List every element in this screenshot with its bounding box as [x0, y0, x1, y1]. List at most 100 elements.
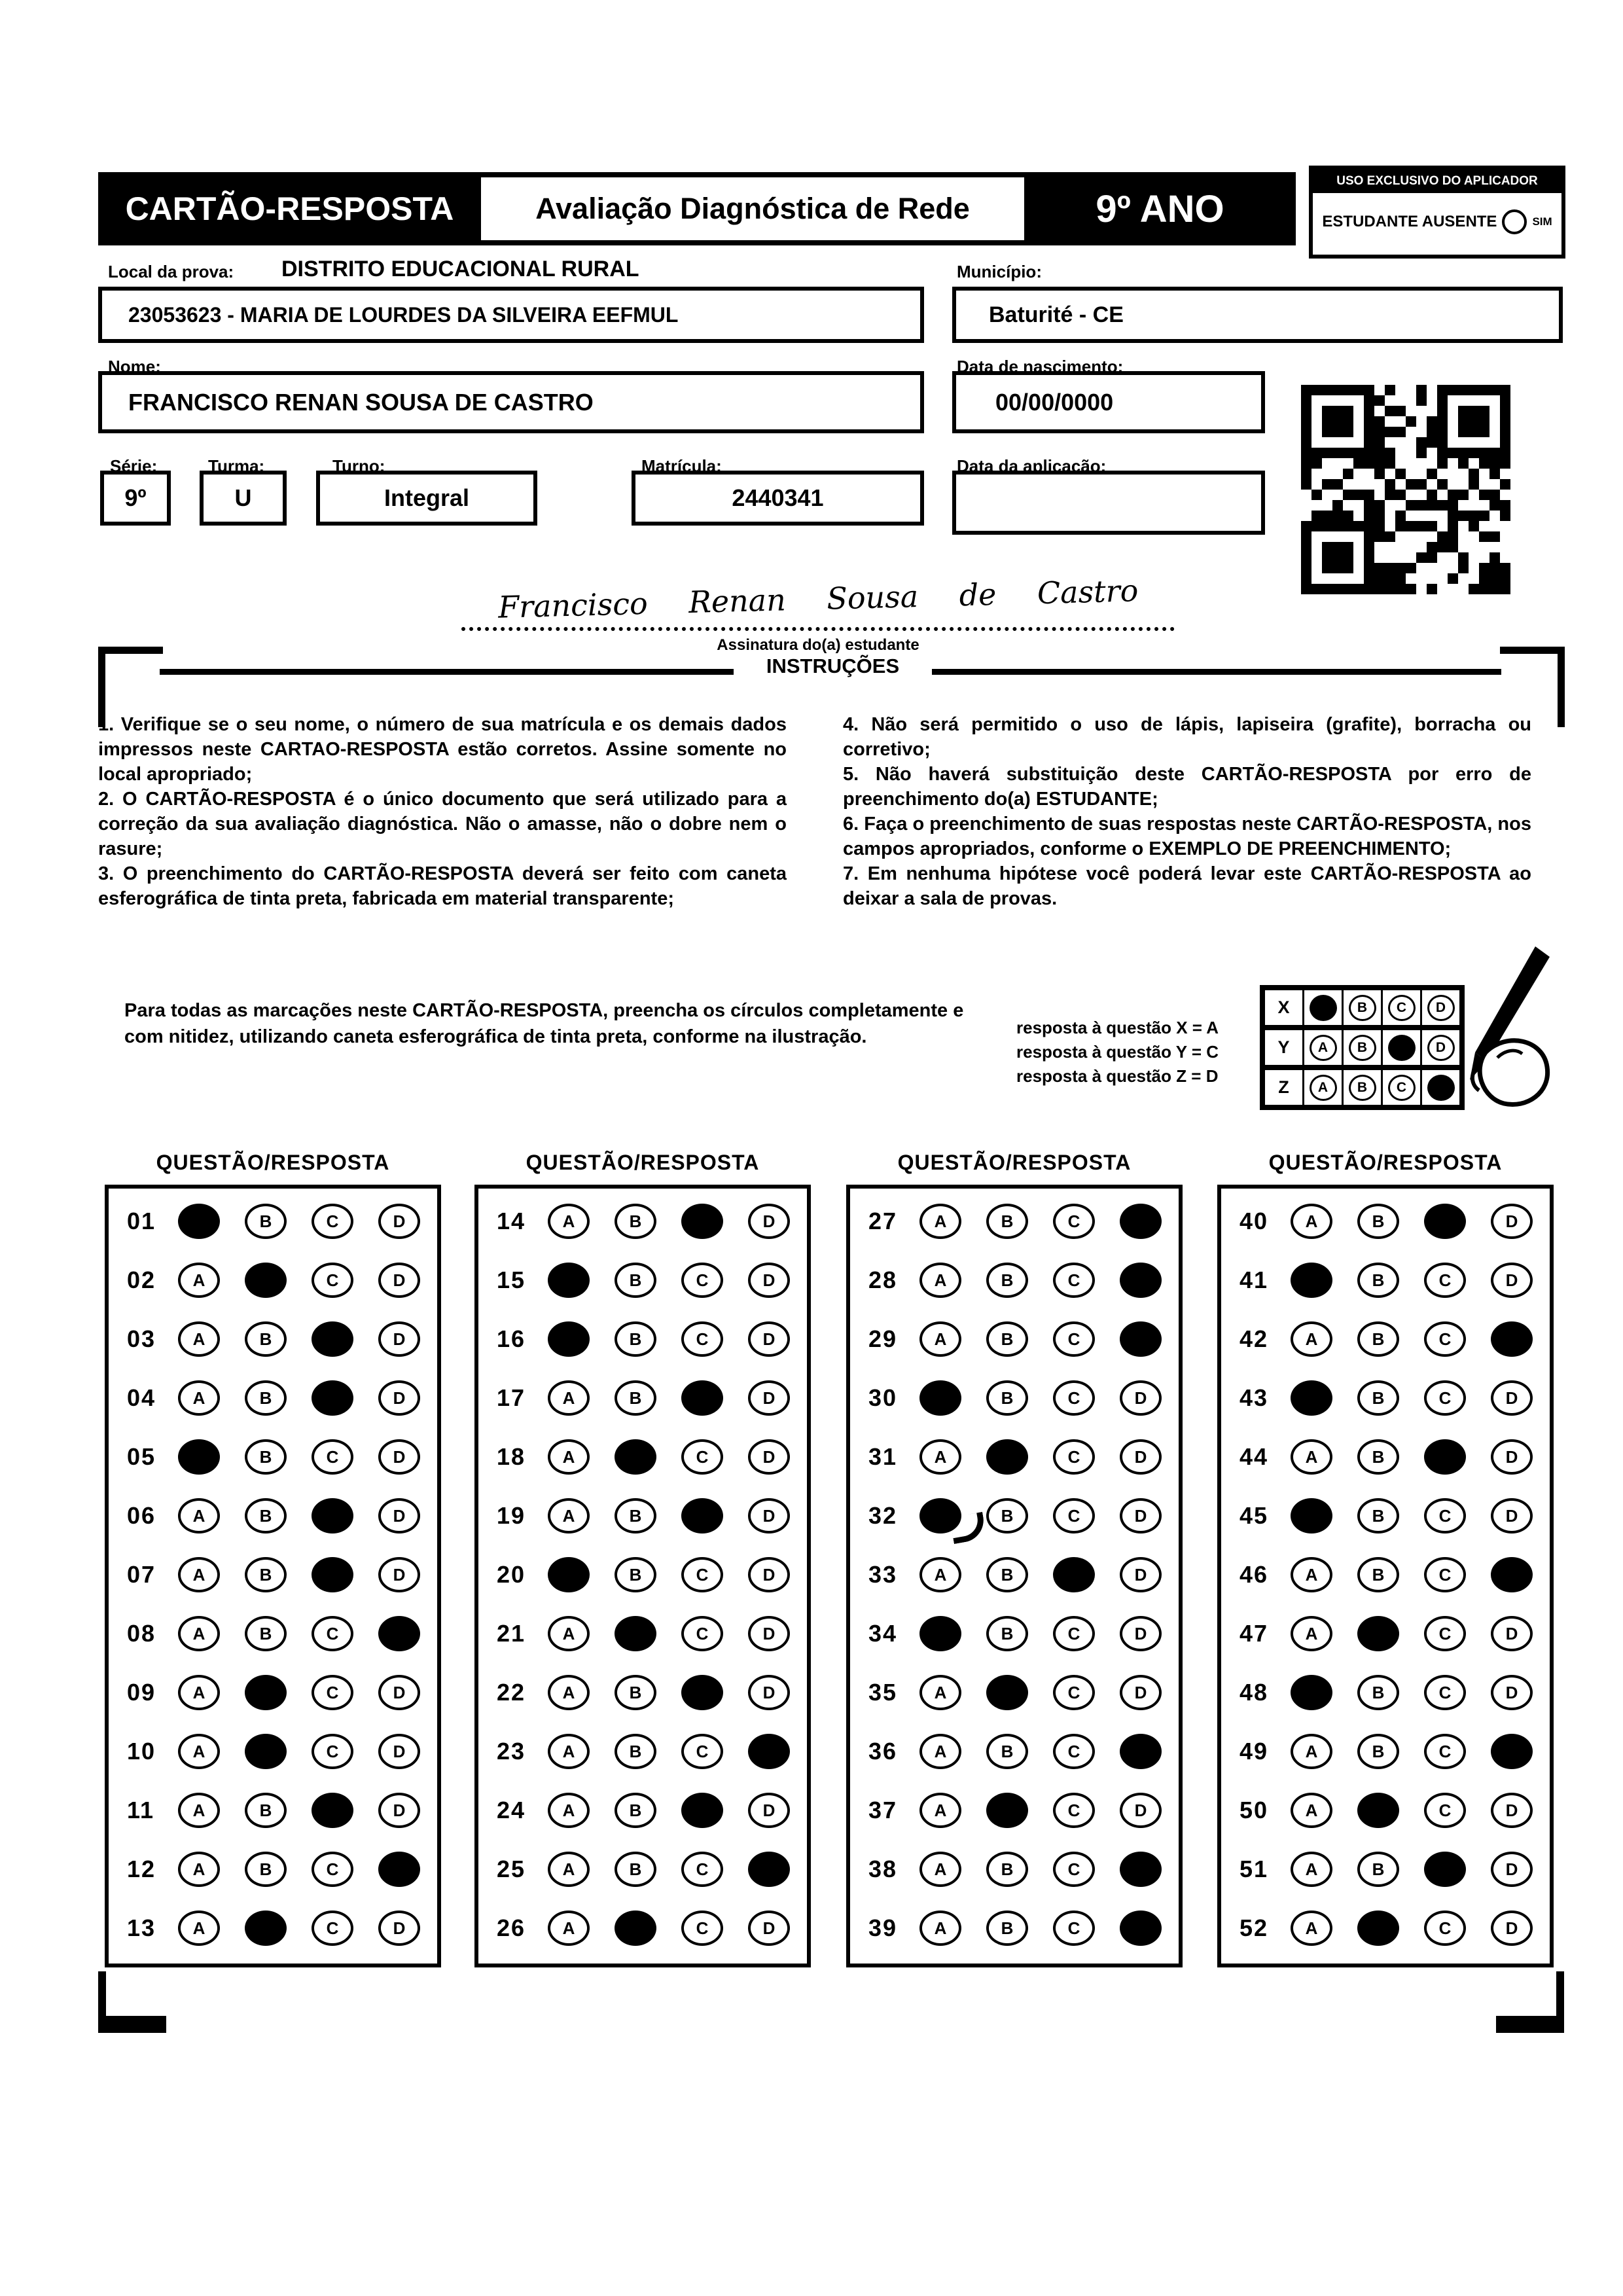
answer-bubble-13-C[interactable]: C [312, 1910, 353, 1946]
answer-bubble-45-D[interactable]: D [1491, 1498, 1533, 1534]
answer-bubble-50-D[interactable]: D [1491, 1793, 1533, 1828]
answer-bubble-01-D[interactable]: D [378, 1204, 420, 1239]
answer-bubble-23-C[interactable]: C [681, 1734, 723, 1769]
answer-bubble-09-B[interactable] [245, 1675, 287, 1710]
answer-bubble-12-A[interactable]: A [178, 1852, 220, 1887]
answer-bubble-08-B[interactable]: B [245, 1616, 287, 1651]
answer-bubble-18-A[interactable]: A [548, 1439, 590, 1475]
answer-bubble-08-C[interactable]: C [312, 1616, 353, 1651]
answer-bubble-05-C[interactable]: C [312, 1439, 353, 1475]
answer-bubble-40-D[interactable]: D [1491, 1204, 1533, 1239]
answer-bubble-37-A[interactable]: A [919, 1793, 961, 1828]
answer-bubble-29-A[interactable]: A [919, 1321, 961, 1357]
answer-bubble-04-D[interactable]: D [378, 1380, 420, 1416]
answer-bubble-42-B[interactable]: B [1357, 1321, 1399, 1357]
answer-bubble-12-D[interactable] [378, 1852, 420, 1887]
answer-bubble-29-C[interactable]: C [1053, 1321, 1095, 1357]
answer-bubble-25-A[interactable]: A [548, 1852, 590, 1887]
answer-bubble-21-C[interactable]: C [681, 1616, 723, 1651]
answer-bubble-01-B[interactable]: B [245, 1204, 287, 1239]
answer-bubble-45-B[interactable]: B [1357, 1498, 1399, 1534]
answer-bubble-09-A[interactable]: A [178, 1675, 220, 1710]
answer-bubble-02-C[interactable]: C [312, 1263, 353, 1298]
answer-bubble-20-B[interactable]: B [615, 1557, 656, 1592]
answer-bubble-11-B[interactable]: B [245, 1793, 287, 1828]
answer-bubble-50-A[interactable]: A [1291, 1793, 1332, 1828]
answer-bubble-20-D[interactable]: D [748, 1557, 790, 1592]
answer-bubble-06-B[interactable]: B [245, 1498, 287, 1534]
answer-bubble-33-D[interactable]: D [1120, 1557, 1162, 1592]
answer-bubble-50-C[interactable]: C [1424, 1793, 1466, 1828]
answer-bubble-23-D[interactable] [748, 1734, 790, 1769]
answer-bubble-31-A[interactable]: A [919, 1439, 961, 1475]
answer-bubble-19-C[interactable] [681, 1498, 723, 1534]
answer-bubble-18-B[interactable] [615, 1439, 656, 1475]
answer-bubble-43-B[interactable]: B [1357, 1380, 1399, 1416]
answer-bubble-35-C[interactable]: C [1053, 1675, 1095, 1710]
answer-bubble-25-C[interactable]: C [681, 1852, 723, 1887]
answer-bubble-34-D[interactable]: D [1120, 1616, 1162, 1651]
answer-bubble-09-D[interactable]: D [378, 1675, 420, 1710]
answer-bubble-14-D[interactable]: D [748, 1204, 790, 1239]
answer-bubble-05-B[interactable]: B [245, 1439, 287, 1475]
answer-bubble-41-D[interactable]: D [1491, 1263, 1533, 1298]
answer-bubble-51-C[interactable] [1424, 1852, 1466, 1887]
answer-bubble-34-C[interactable]: C [1053, 1616, 1095, 1651]
answer-bubble-32-B[interactable]: B [986, 1498, 1028, 1534]
answer-bubble-14-B[interactable]: B [615, 1204, 656, 1239]
answer-bubble-22-D[interactable]: D [748, 1675, 790, 1710]
answer-bubble-18-C[interactable]: C [681, 1439, 723, 1475]
answer-bubble-10-B[interactable] [245, 1734, 287, 1769]
answer-bubble-51-B[interactable]: B [1357, 1852, 1399, 1887]
answer-bubble-26-D[interactable]: D [748, 1910, 790, 1946]
answer-bubble-01-A[interactable] [178, 1204, 220, 1239]
answer-bubble-27-B[interactable]: B [986, 1204, 1028, 1239]
answer-bubble-37-B[interactable] [986, 1793, 1028, 1828]
answer-bubble-11-D[interactable]: D [378, 1793, 420, 1828]
answer-bubble-52-C[interactable]: C [1424, 1910, 1466, 1946]
answer-bubble-02-A[interactable]: A [178, 1263, 220, 1298]
answer-bubble-37-D[interactable]: D [1120, 1793, 1162, 1828]
answer-bubble-06-C[interactable] [312, 1498, 353, 1534]
answer-bubble-39-A[interactable]: A [919, 1910, 961, 1946]
answer-bubble-16-C[interactable]: C [681, 1321, 723, 1357]
answer-bubble-48-C[interactable]: C [1424, 1675, 1466, 1710]
answer-bubble-34-B[interactable]: B [986, 1616, 1028, 1651]
answer-bubble-18-D[interactable]: D [748, 1439, 790, 1475]
answer-bubble-08-A[interactable]: A [178, 1616, 220, 1651]
answer-bubble-42-A[interactable]: A [1291, 1321, 1332, 1357]
answer-bubble-29-D[interactable] [1120, 1321, 1162, 1357]
answer-bubble-32-D[interactable]: D [1120, 1498, 1162, 1534]
answer-bubble-38-D[interactable] [1120, 1852, 1162, 1887]
answer-bubble-43-A[interactable] [1291, 1380, 1332, 1416]
answer-bubble-48-A[interactable] [1291, 1675, 1332, 1710]
answer-bubble-04-A[interactable]: A [178, 1380, 220, 1416]
answer-bubble-16-D[interactable]: D [748, 1321, 790, 1357]
answer-bubble-44-A[interactable]: A [1291, 1439, 1332, 1475]
answer-bubble-33-C[interactable] [1053, 1557, 1095, 1592]
answer-bubble-13-B[interactable] [245, 1910, 287, 1946]
answer-bubble-49-D[interactable] [1491, 1734, 1533, 1769]
answer-bubble-06-D[interactable]: D [378, 1498, 420, 1534]
answer-bubble-21-D[interactable]: D [748, 1616, 790, 1651]
answer-bubble-44-D[interactable]: D [1491, 1439, 1533, 1475]
answer-bubble-36-B[interactable]: B [986, 1734, 1028, 1769]
answer-bubble-52-B[interactable] [1357, 1910, 1399, 1946]
answer-bubble-22-C[interactable] [681, 1675, 723, 1710]
answer-bubble-07-A[interactable]: A [178, 1557, 220, 1592]
answer-bubble-09-C[interactable]: C [312, 1675, 353, 1710]
answer-bubble-03-D[interactable]: D [378, 1321, 420, 1357]
answer-bubble-39-C[interactable]: C [1053, 1910, 1095, 1946]
answer-bubble-35-D[interactable]: D [1120, 1675, 1162, 1710]
answer-bubble-46-D[interactable] [1491, 1557, 1533, 1592]
answer-bubble-11-C[interactable] [312, 1793, 353, 1828]
answer-bubble-19-A[interactable]: A [548, 1498, 590, 1534]
answer-bubble-10-A[interactable]: A [178, 1734, 220, 1769]
answer-bubble-04-B[interactable]: B [245, 1380, 287, 1416]
answer-bubble-35-A[interactable]: A [919, 1675, 961, 1710]
answer-bubble-22-B[interactable]: B [615, 1675, 656, 1710]
answer-bubble-48-D[interactable]: D [1491, 1675, 1533, 1710]
answer-bubble-14-C[interactable] [681, 1204, 723, 1239]
answer-bubble-28-B[interactable]: B [986, 1263, 1028, 1298]
answer-bubble-26-C[interactable]: C [681, 1910, 723, 1946]
